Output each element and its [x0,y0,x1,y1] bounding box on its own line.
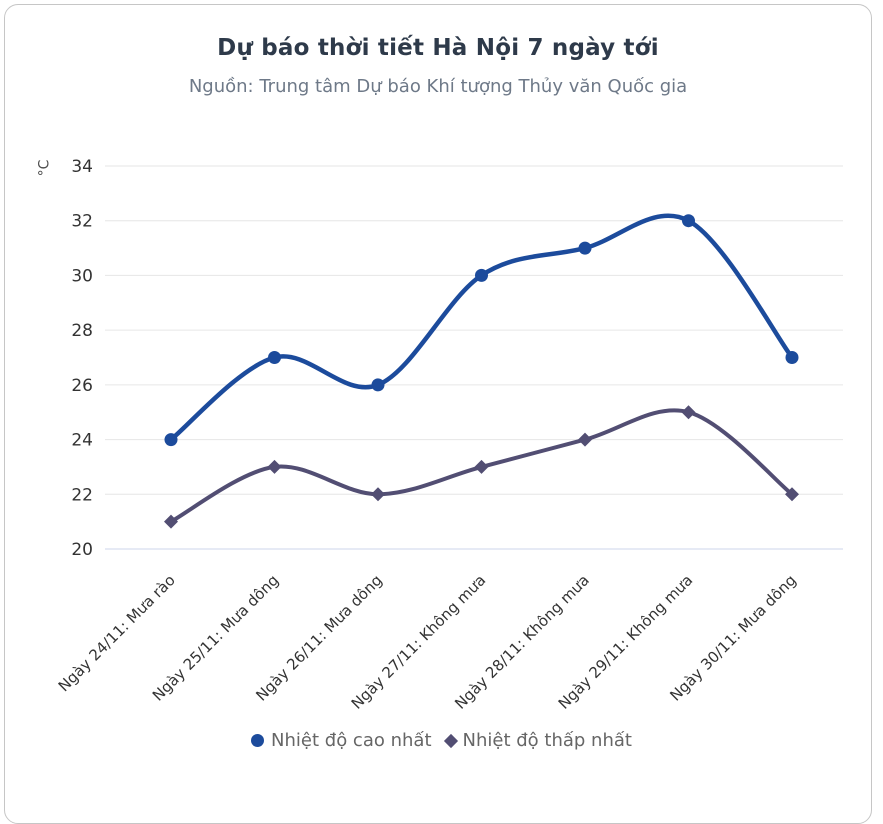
series-line-high [168,213,795,442]
legend-label-low-temp: Nhiệt độ thấp nhất [462,730,632,751]
legend: Nhiệt độ cao nhất Nhiệt độ thấp nhất [0,730,883,751]
legend-item-high-temp[interactable]: Nhiệt độ cao nhất [251,730,432,751]
data-point-diamond[interactable] [785,487,799,502]
y-tick-label: 20 [71,540,93,560]
y-tick-label: 30 [71,266,93,286]
legend-label-high-temp: Nhiệt độ cao nhất [271,730,432,751]
chart-title: Dự báo thời tiết Hà Nội 7 ngày tới [217,35,659,61]
y-tick-label: 24 [71,431,93,451]
data-point-diamond[interactable] [267,459,282,474]
data-point-diamond[interactable] [578,432,592,447]
diamond-marker-icon [443,733,458,748]
data-point-circle[interactable] [164,433,178,447]
data-point-circle[interactable] [475,268,488,282]
chart-subtitle: Nguồn: Trung tâm Dự báo Khí tượng Thủy v… [188,76,688,97]
chart-card: Dự báo thời tiết Hà Nội 7 ngày tới Nguồn… [4,4,872,824]
legend-item-low-temp[interactable]: Nhiệt độ thấp nhất [443,730,632,751]
data-point-diamond[interactable] [164,514,178,529]
y-tick-label: 32 [71,212,93,232]
data-point-circle[interactable] [371,378,385,392]
x-tick-label: Ngày 24/11: Mưa rào [55,571,179,695]
y-tick-label: 34 [71,157,93,177]
y-tick-label: 28 [71,321,93,341]
data-point-diamond[interactable] [681,405,696,420]
data-point-circle[interactable] [682,214,695,228]
data-point-circle[interactable] [578,241,592,255]
y-tick-label: 26 [71,376,93,396]
data-point-circle[interactable] [268,351,281,364]
y-tick-label: 22 [71,485,93,505]
data-point-circle[interactable] [785,351,799,364]
data-point-diamond[interactable] [474,459,489,474]
circle-marker-icon [251,734,265,747]
data-point-diamond[interactable] [371,487,385,502]
